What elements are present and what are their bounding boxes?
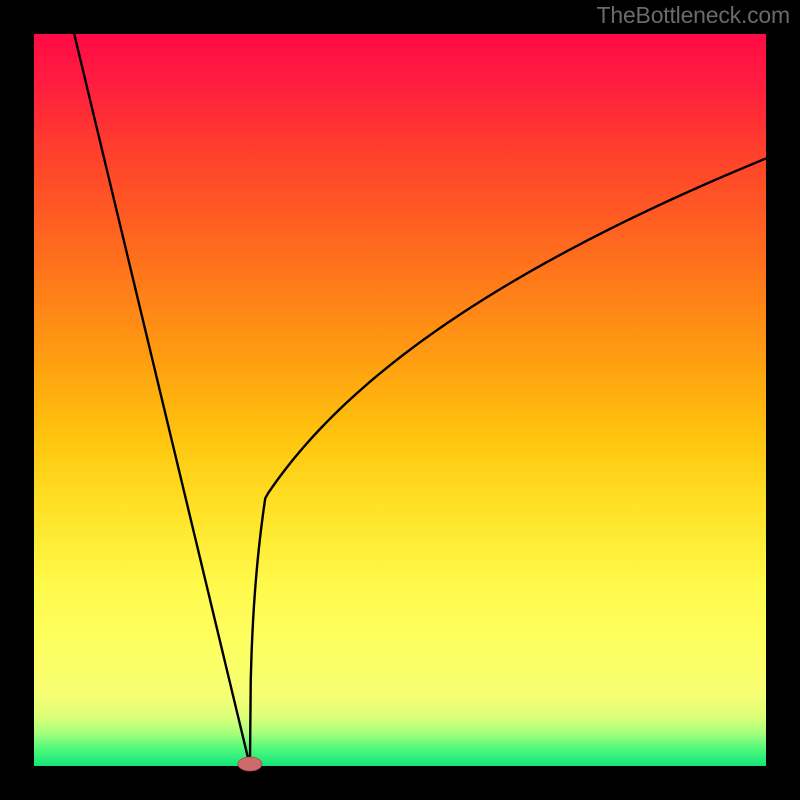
image-container: TheBottleneck.com (0, 0, 800, 800)
chart-svg (0, 0, 800, 800)
watermark-text: TheBottleneck.com (597, 2, 790, 29)
minimum-marker (238, 757, 262, 771)
plot-background-gradient (34, 34, 766, 766)
